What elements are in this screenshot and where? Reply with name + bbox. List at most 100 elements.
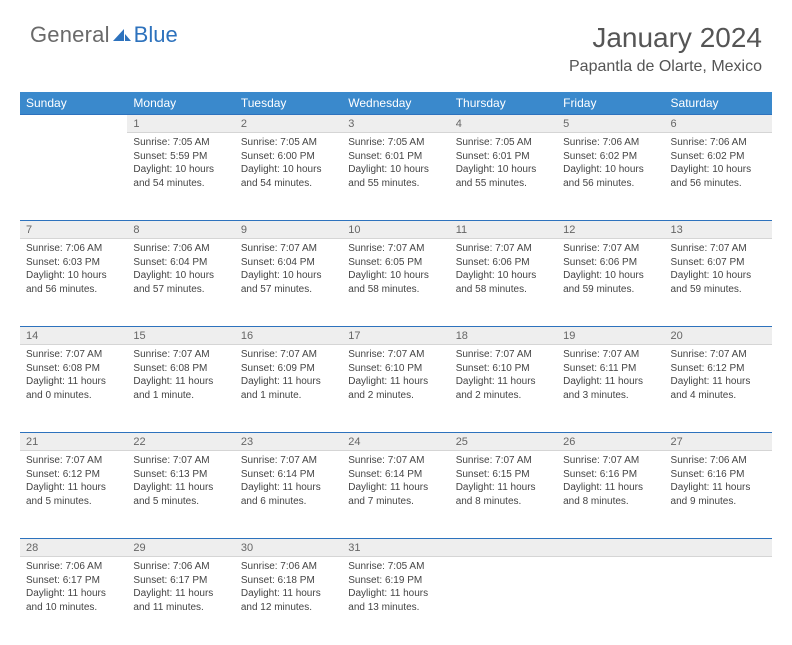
sunrise-text: Sunrise: 7:07 AM: [241, 454, 336, 468]
sunrise-text: Sunrise: 7:06 AM: [26, 242, 121, 256]
sunset-text: Sunset: 6:16 PM: [671, 468, 766, 482]
day2-text: and 56 minutes.: [563, 177, 658, 191]
day-number-cell: 12: [557, 221, 664, 239]
day2-text: and 57 minutes.: [133, 283, 228, 297]
day-number-cell: 18: [450, 327, 557, 345]
day1-text: Daylight: 11 hours: [26, 375, 121, 389]
day-content-row: Sunrise: 7:05 AMSunset: 5:59 PMDaylight:…: [20, 133, 772, 221]
day1-text: Daylight: 11 hours: [563, 375, 658, 389]
sunset-text: Sunset: 6:10 PM: [348, 362, 443, 376]
day-content-cell: Sunrise: 7:07 AMSunset: 6:10 PMDaylight:…: [342, 345, 449, 433]
day-number-cell: [557, 539, 664, 557]
sunrise-text: Sunrise: 7:06 AM: [563, 136, 658, 150]
day2-text: and 5 minutes.: [26, 495, 121, 509]
day-content-cell: Sunrise: 7:07 AMSunset: 6:06 PMDaylight:…: [557, 239, 664, 327]
sunset-text: Sunset: 6:10 PM: [456, 362, 551, 376]
day-content-cell: Sunrise: 7:07 AMSunset: 6:07 PMDaylight:…: [665, 239, 772, 327]
calendar-table: Sunday Monday Tuesday Wednesday Thursday…: [20, 92, 772, 645]
day2-text: and 56 minutes.: [26, 283, 121, 297]
day-content-cell: Sunrise: 7:07 AMSunset: 6:15 PMDaylight:…: [450, 451, 557, 539]
sunset-text: Sunset: 6:03 PM: [26, 256, 121, 270]
weekday-header: Sunday: [20, 92, 127, 115]
day-number-cell: 1: [127, 115, 234, 133]
sunrise-text: Sunrise: 7:07 AM: [133, 348, 228, 362]
sunrise-text: Sunrise: 7:07 AM: [671, 242, 766, 256]
day1-text: Daylight: 11 hours: [456, 375, 551, 389]
sunrise-text: Sunrise: 7:05 AM: [348, 136, 443, 150]
sunset-text: Sunset: 6:07 PM: [671, 256, 766, 270]
location-subtitle: Papantla de Olarte, Mexico: [569, 58, 762, 76]
day-number-cell: 28: [20, 539, 127, 557]
sunset-text: Sunset: 6:01 PM: [348, 150, 443, 164]
weekday-header: Monday: [127, 92, 234, 115]
day2-text: and 5 minutes.: [133, 495, 228, 509]
sunset-text: Sunset: 6:04 PM: [241, 256, 336, 270]
day-number-cell: 31: [342, 539, 449, 557]
day-content-cell: Sunrise: 7:07 AMSunset: 6:16 PMDaylight:…: [557, 451, 664, 539]
calendar-body: 123456Sunrise: 7:05 AMSunset: 5:59 PMDay…: [20, 115, 772, 645]
sunrise-text: Sunrise: 7:05 AM: [241, 136, 336, 150]
day1-text: Daylight: 10 hours: [348, 269, 443, 283]
day-number-cell: 20: [665, 327, 772, 345]
day1-text: Daylight: 11 hours: [348, 481, 443, 495]
day1-text: Daylight: 10 hours: [133, 269, 228, 283]
weekday-header: Saturday: [665, 92, 772, 115]
day-number-cell: 6: [665, 115, 772, 133]
day-content-row: Sunrise: 7:07 AMSunset: 6:12 PMDaylight:…: [20, 451, 772, 539]
day-number-cell: 7: [20, 221, 127, 239]
day2-text: and 6 minutes.: [241, 495, 336, 509]
day-content-cell: Sunrise: 7:05 AMSunset: 6:01 PMDaylight:…: [450, 133, 557, 221]
day-number-cell: 13: [665, 221, 772, 239]
day-content-cell: Sunrise: 7:07 AMSunset: 6:09 PMDaylight:…: [235, 345, 342, 433]
day-content-cell: Sunrise: 7:07 AMSunset: 6:14 PMDaylight:…: [235, 451, 342, 539]
day-content-cell: Sunrise: 7:06 AMSunset: 6:04 PMDaylight:…: [127, 239, 234, 327]
day2-text: and 4 minutes.: [671, 389, 766, 403]
day-content-cell: Sunrise: 7:07 AMSunset: 6:05 PMDaylight:…: [342, 239, 449, 327]
day-number-cell: 29: [127, 539, 234, 557]
sunrise-text: Sunrise: 7:07 AM: [241, 242, 336, 256]
day-content-cell: Sunrise: 7:07 AMSunset: 6:10 PMDaylight:…: [450, 345, 557, 433]
day-content-cell: [450, 557, 557, 645]
day-number-cell: 21: [20, 433, 127, 451]
day2-text: and 1 minute.: [133, 389, 228, 403]
day1-text: Daylight: 11 hours: [133, 587, 228, 601]
sunrise-text: Sunrise: 7:05 AM: [348, 560, 443, 574]
sunrise-text: Sunrise: 7:07 AM: [26, 454, 121, 468]
day-number-cell: 27: [665, 433, 772, 451]
brand-logo: General Blue: [30, 22, 178, 48]
sunset-text: Sunset: 6:05 PM: [348, 256, 443, 270]
day-number-cell: 24: [342, 433, 449, 451]
sunrise-text: Sunrise: 7:07 AM: [563, 242, 658, 256]
day-number-cell: [665, 539, 772, 557]
day1-text: Daylight: 10 hours: [241, 163, 336, 177]
day-number-cell: 5: [557, 115, 664, 133]
day1-text: Daylight: 11 hours: [348, 375, 443, 389]
day-content-cell: Sunrise: 7:07 AMSunset: 6:08 PMDaylight:…: [20, 345, 127, 433]
day2-text: and 56 minutes.: [671, 177, 766, 191]
sunrise-text: Sunrise: 7:07 AM: [348, 242, 443, 256]
sunset-text: Sunset: 6:17 PM: [26, 574, 121, 588]
page-header: General Blue January 2024 Papantla de Ol…: [0, 0, 792, 86]
sunset-text: Sunset: 6:09 PM: [241, 362, 336, 376]
day1-text: Daylight: 11 hours: [348, 587, 443, 601]
day2-text: and 3 minutes.: [563, 389, 658, 403]
day2-text: and 8 minutes.: [563, 495, 658, 509]
day1-text: Daylight: 11 hours: [241, 481, 336, 495]
day1-text: Daylight: 11 hours: [241, 375, 336, 389]
day-number-cell: 3: [342, 115, 449, 133]
day-content-cell: Sunrise: 7:06 AMSunset: 6:17 PMDaylight:…: [20, 557, 127, 645]
day2-text: and 2 minutes.: [456, 389, 551, 403]
day1-text: Daylight: 11 hours: [133, 481, 228, 495]
weekday-header-row: Sunday Monday Tuesday Wednesday Thursday…: [20, 92, 772, 115]
day-number-cell: [20, 115, 127, 133]
sunset-text: Sunset: 6:15 PM: [456, 468, 551, 482]
sunset-text: Sunset: 6:02 PM: [563, 150, 658, 164]
day-number-cell: 23: [235, 433, 342, 451]
day-content-row: Sunrise: 7:07 AMSunset: 6:08 PMDaylight:…: [20, 345, 772, 433]
day-number-cell: 17: [342, 327, 449, 345]
day1-text: Daylight: 11 hours: [241, 587, 336, 601]
day-number-row: 123456: [20, 115, 772, 133]
day1-text: Daylight: 11 hours: [671, 375, 766, 389]
sunset-text: Sunset: 6:08 PM: [26, 362, 121, 376]
sunrise-text: Sunrise: 7:07 AM: [671, 348, 766, 362]
